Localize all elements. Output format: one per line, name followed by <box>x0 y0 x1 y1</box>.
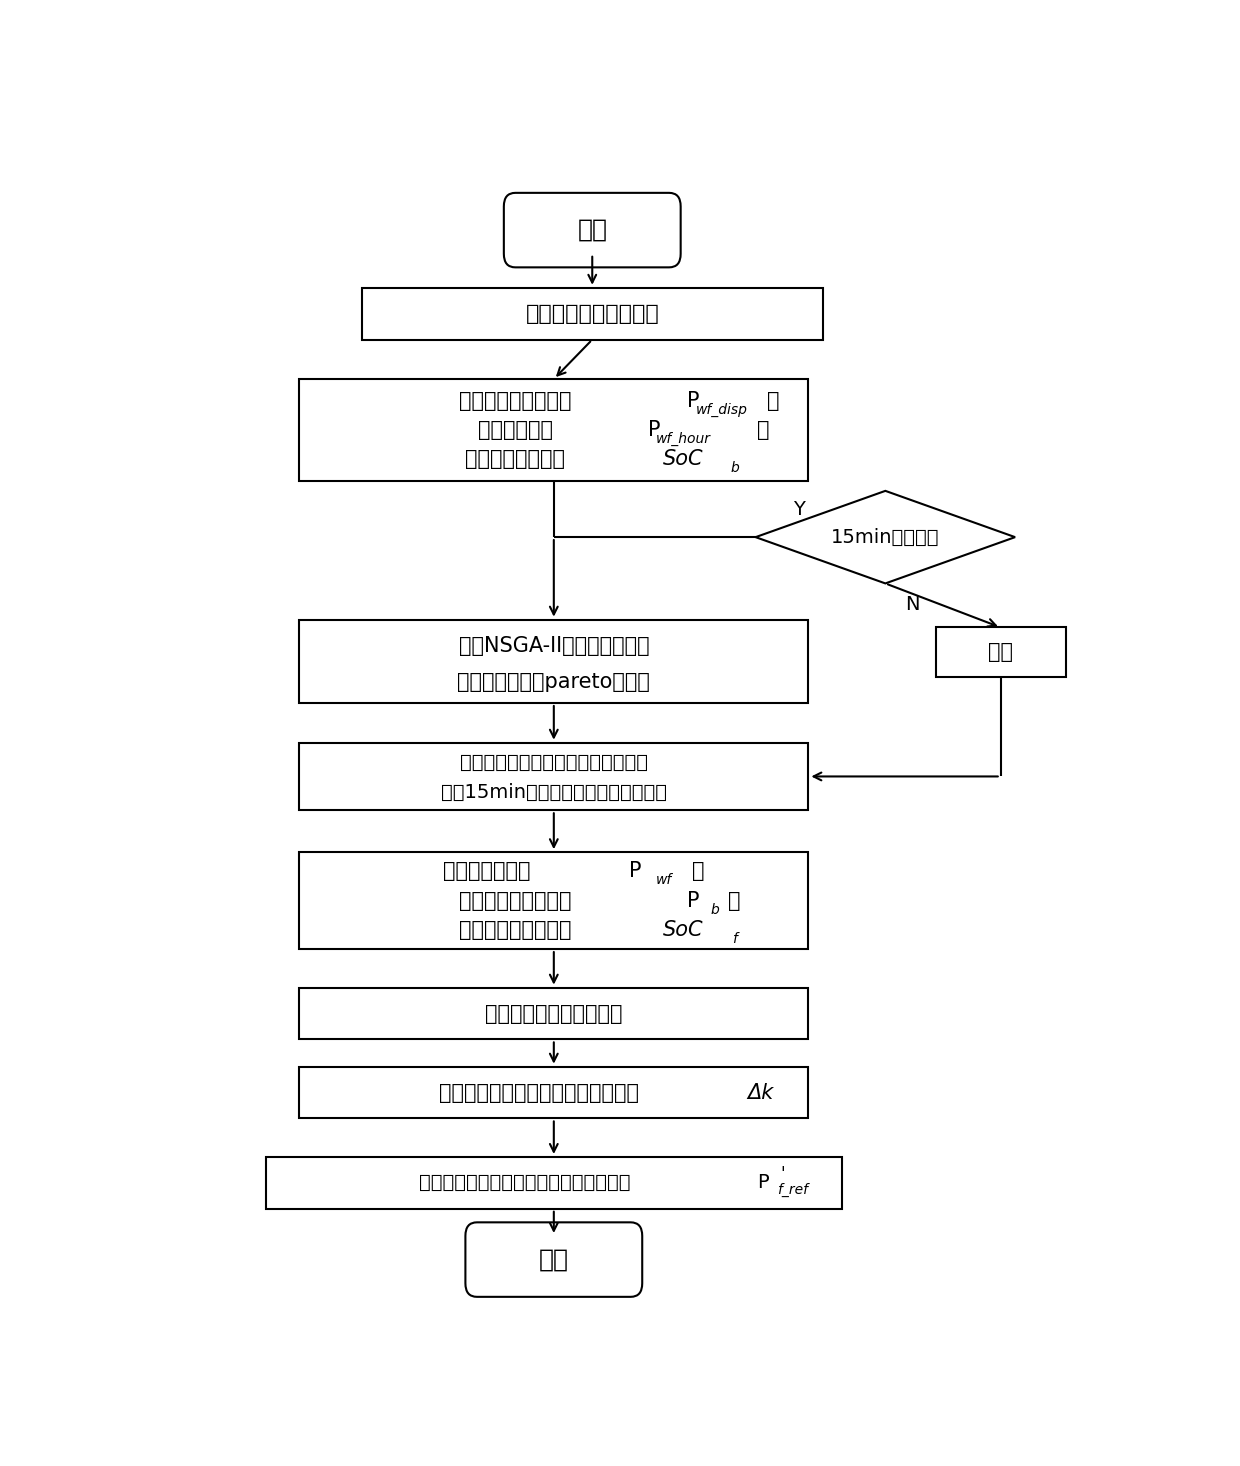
Text: 、: 、 <box>766 390 779 410</box>
Text: 结束: 结束 <box>539 1248 569 1271</box>
Text: 电池储能荷电状态: 电池储能荷电状态 <box>465 449 565 469</box>
Text: P: P <box>758 1173 769 1192</box>
Bar <box>299 988 808 1039</box>
Bar <box>299 1067 808 1119</box>
Text: 、: 、 <box>692 861 704 881</box>
Text: SoC: SoC <box>663 449 704 469</box>
Text: SoC: SoC <box>663 921 704 940</box>
Text: f: f <box>732 932 737 946</box>
Text: 开始: 开始 <box>578 218 608 242</box>
Bar <box>299 380 808 481</box>
Bar <box>299 620 808 704</box>
FancyBboxPatch shape <box>503 194 681 267</box>
Polygon shape <box>755 491 1016 583</box>
Bar <box>265 1157 842 1209</box>
Text: 电池储能的吞吐功率: 电池储能的吞吐功率 <box>459 891 572 910</box>
Text: P: P <box>687 891 699 910</box>
Text: f_ref: f_ref <box>776 1183 807 1196</box>
Text: Y: Y <box>792 500 805 519</box>
Text: 、: 、 <box>728 891 740 910</box>
Text: 等待: 等待 <box>988 642 1013 663</box>
Text: 采样风电场功率: 采样风电场功率 <box>443 861 531 881</box>
Text: 、: 、 <box>758 419 770 440</box>
Text: 飞轮储能的荷电状态: 飞轮储能的荷电状态 <box>459 921 572 940</box>
Text: ': ' <box>780 1165 785 1183</box>
Text: P: P <box>629 861 642 881</box>
Bar <box>936 627 1065 677</box>
Text: 调用模糊控制器，计算功率修正系数: 调用模糊控制器，计算功率修正系数 <box>439 1082 640 1102</box>
Text: N: N <box>905 595 920 614</box>
Text: b: b <box>730 462 739 475</box>
Bar <box>299 852 808 949</box>
Text: Δk: Δk <box>748 1082 774 1102</box>
Text: P: P <box>687 390 699 410</box>
Text: 风电预测功率: 风电预测功率 <box>477 419 553 440</box>
Text: 选择电池储能优化运行方案，并输出: 选择电池储能优化运行方案，并输出 <box>460 754 647 773</box>
Text: wf: wf <box>656 874 672 887</box>
Bar <box>362 287 823 340</box>
Text: 计算飞轮储能功率指令值: 计算飞轮储能功率指令值 <box>485 1004 622 1023</box>
Text: 设置复合储能相关参数: 设置复合储能相关参数 <box>526 303 660 324</box>
Text: 调用NSGA-II算法，计算电池: 调用NSGA-II算法，计算电池 <box>459 635 649 655</box>
Text: P: P <box>649 419 661 440</box>
Text: 计算并输出修正后的飞轮储能功率指令值: 计算并输出修正后的飞轮储能功率指令值 <box>419 1173 631 1192</box>
FancyBboxPatch shape <box>465 1223 642 1297</box>
Text: 储能的交换功率pareto最优解: 储能的交换功率pareto最优解 <box>458 671 650 692</box>
Text: 未来15min的电池储能交换功率指令值: 未来15min的电池储能交换功率指令值 <box>440 783 667 802</box>
Text: 15min时间到？: 15min时间到？ <box>831 528 940 547</box>
Text: b: b <box>711 903 719 916</box>
Text: wf_disp: wf_disp <box>696 403 748 416</box>
Text: 更新风电场发电计划: 更新风电场发电计划 <box>459 390 572 410</box>
Bar <box>299 743 808 811</box>
Text: wf_hour: wf_hour <box>656 432 711 446</box>
